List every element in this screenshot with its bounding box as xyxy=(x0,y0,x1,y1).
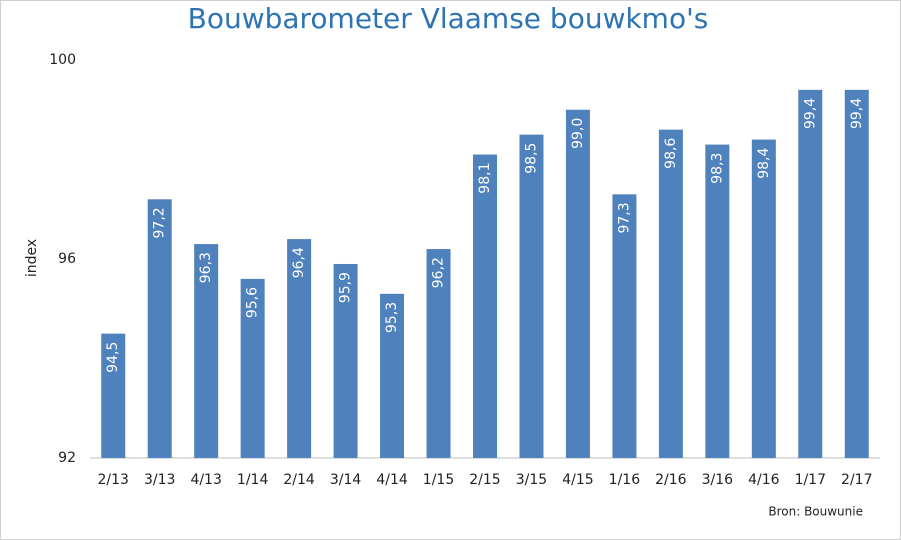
value-label: 96,3 xyxy=(198,252,214,283)
bar xyxy=(751,139,776,458)
bar xyxy=(798,89,823,458)
bar xyxy=(473,154,497,458)
value-label: 96,2 xyxy=(431,257,447,288)
x-tick-label: 3/13 xyxy=(144,472,175,488)
source-note: Bron: Bouwunie xyxy=(768,505,863,519)
bar xyxy=(101,333,126,458)
bar xyxy=(194,244,219,458)
bar xyxy=(240,278,265,458)
bar xyxy=(147,199,172,459)
bar xyxy=(658,129,683,458)
y-axis-label: index xyxy=(24,239,40,277)
x-tick-label: 2/17 xyxy=(841,472,872,488)
bar xyxy=(844,89,869,458)
bar xyxy=(287,239,312,458)
x-tick-label: 4/14 xyxy=(376,472,408,488)
value-label: 95,9 xyxy=(338,272,354,303)
value-label: 98,1 xyxy=(477,163,493,194)
bar xyxy=(426,249,451,458)
x-tick-label: 3/15 xyxy=(516,472,547,488)
bar xyxy=(519,134,544,458)
x-tick-label: 1/14 xyxy=(237,472,269,488)
value-label: 99,4 xyxy=(802,98,818,129)
y-tick-label: 96 xyxy=(58,251,76,267)
value-label: 95,3 xyxy=(384,302,400,333)
x-tick-label: 2/15 xyxy=(469,472,500,488)
x-tick-label: 1/16 xyxy=(609,472,641,488)
bar xyxy=(380,293,405,458)
x-tick-label: 4/13 xyxy=(190,472,221,488)
value-label: 99,0 xyxy=(570,118,586,149)
x-tick-label: 1/17 xyxy=(795,472,826,488)
value-label: 97,2 xyxy=(152,207,168,238)
x-tick-label: 4/16 xyxy=(748,472,780,488)
x-tick-label: 3/14 xyxy=(330,472,362,488)
bar xyxy=(612,194,637,458)
x-tick-label: 4/15 xyxy=(562,472,593,488)
x-tick-label: 2/16 xyxy=(655,472,687,488)
value-label: 98,4 xyxy=(756,148,772,179)
bar xyxy=(705,144,730,458)
value-label: 95,6 xyxy=(245,287,261,318)
bar xyxy=(333,263,358,458)
x-tick-label: 1/15 xyxy=(423,472,454,488)
value-label: 94,5 xyxy=(105,342,121,373)
y-tick-label: 92 xyxy=(58,450,76,466)
chart-title: Bouwbarometer Vlaamse bouwkmo's xyxy=(188,2,709,35)
value-label: 96,4 xyxy=(291,247,307,278)
x-tick-label: 2/13 xyxy=(98,472,129,488)
value-label: 98,3 xyxy=(709,153,725,184)
x-tick-label: 3/16 xyxy=(702,472,734,488)
value-label: 98,5 xyxy=(523,143,539,174)
value-label: 98,6 xyxy=(663,138,679,169)
x-tick-label: 2/14 xyxy=(283,472,315,488)
bar xyxy=(565,109,590,458)
value-label: 97,3 xyxy=(616,202,632,233)
value-label: 99,4 xyxy=(849,98,865,129)
y-tick-label: 100 xyxy=(49,52,76,68)
